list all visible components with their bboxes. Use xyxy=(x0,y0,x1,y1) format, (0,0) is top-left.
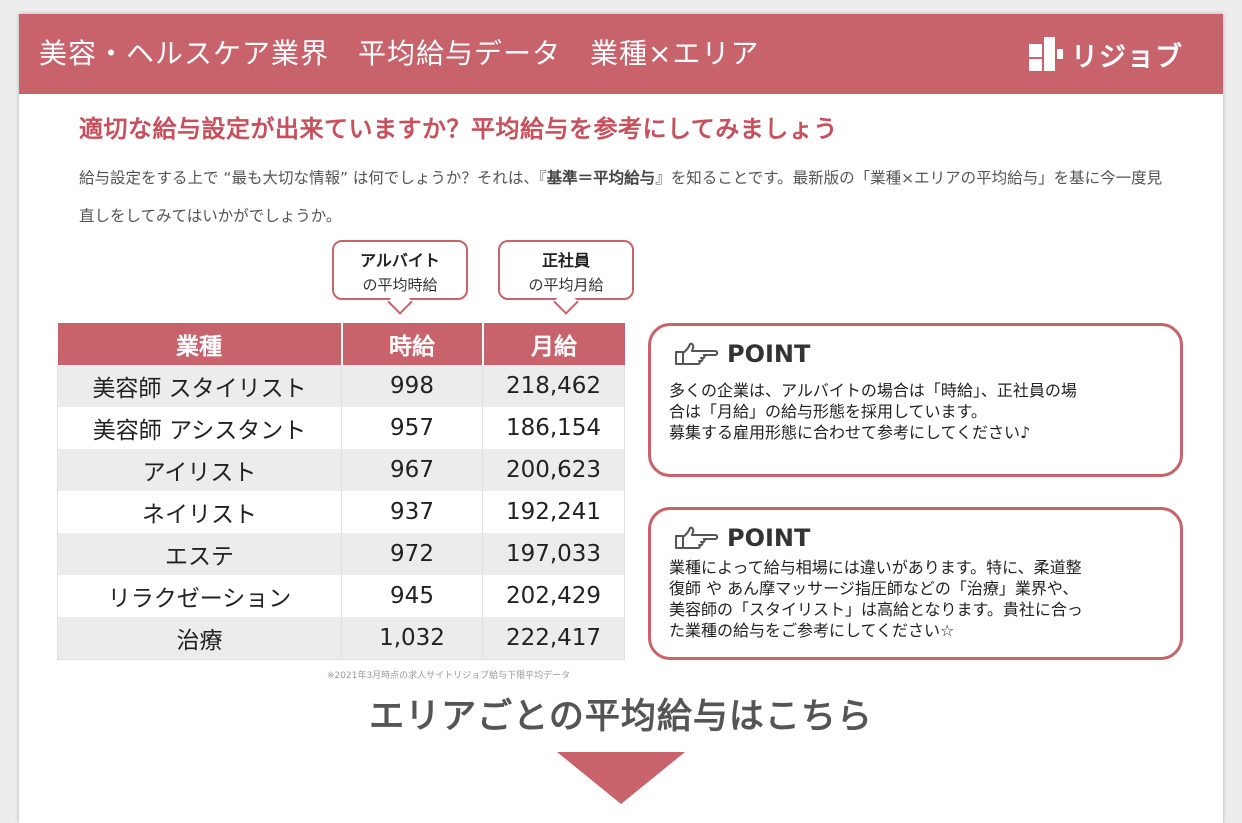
table-row: ネイリスト 937 192,241 xyxy=(57,491,625,533)
table-row: エステ 972 197,033 xyxy=(57,533,625,575)
point-title: POINT xyxy=(727,524,811,552)
full-time-callout-sub: の平均月給 xyxy=(528,276,604,294)
header-bar: 美容・ヘルスケア業界 平均給与データ 業種×エリア リジョブ xyxy=(19,14,1223,94)
monthly-cell: 218,462 xyxy=(482,365,625,407)
rejob-logo: リジョブ xyxy=(1029,34,1183,74)
header-hourly: 時給 xyxy=(341,323,484,365)
point-heading: POINT xyxy=(673,340,810,368)
down-arrow-icon[interactable] xyxy=(557,752,685,804)
header-monthly: 月給 xyxy=(482,323,625,365)
industry-cell: アイリスト xyxy=(57,449,342,491)
hourly-cell: 937 xyxy=(341,491,483,533)
point-line: た業種の給与をご参考にしてください☆ xyxy=(669,621,955,640)
point-text: 業種によって給与相場には違いがあります。特に、柔道整 復師 や あん摩マッサージ… xyxy=(669,557,1174,641)
table-header-row: 業種 時給 月給 xyxy=(57,323,625,365)
hourly-cell: 967 xyxy=(341,449,483,491)
page-title: 美容・ヘルスケア業界 平均給与データ 業種×エリア xyxy=(39,37,760,70)
logo-mark-icon xyxy=(1029,37,1063,71)
full-time-callout: 正社員 の平均月給 xyxy=(498,240,634,315)
point-heading: POINT xyxy=(673,524,810,552)
industry-cell: 美容師 アシスタント xyxy=(57,407,342,449)
area-section-title: エリアごとの平均給与はこちら xyxy=(369,697,873,737)
table-row: アイリスト 967 200,623 xyxy=(57,449,625,491)
point-line: 業種によって給与相場には違いがあります。特に、柔道整 xyxy=(669,558,1082,577)
salary-table: 業種 時給 月給 美容師 スタイリスト 998 218,462 美容師 アシスタ… xyxy=(57,323,625,660)
table-row: 美容師 アシスタント 957 186,154 xyxy=(57,407,625,449)
industry-cell: エステ xyxy=(57,533,342,575)
monthly-cell: 192,241 xyxy=(482,491,625,533)
point-box-1: POINT 多くの企業は、アルバイトの場合は「時給」、正社員の場 合は「月給」の… xyxy=(648,323,1183,477)
section-subtitle: 適切な給与設定が出来ていますか？平均給与を参考にしてみましょう xyxy=(79,115,838,143)
hourly-cell: 945 xyxy=(341,575,483,617)
industry-cell: 美容師 スタイリスト xyxy=(57,365,342,407)
hourly-cell: 998 xyxy=(341,365,483,407)
monthly-cell: 200,623 xyxy=(482,449,625,491)
point-line: 合は「月給」の給与形態を採用しています。 xyxy=(669,402,987,421)
point-text: 多くの企業は、アルバイトの場合は「時給」、正社員の場 合は「月給」の給与形態を採… xyxy=(669,380,1174,443)
intro-paragraph: 給与設定をする上で “最も大切な情報” は何でしょうか？それは、『基準＝平均給与… xyxy=(79,159,1169,235)
pointing-hand-icon xyxy=(675,526,719,549)
table-row: 美容師 スタイリスト 998 218,462 xyxy=(57,365,625,407)
monthly-cell: 222,417 xyxy=(482,617,625,660)
table-row: 治療 1,032 222,417 xyxy=(57,617,625,660)
slide-page: 美容・ヘルスケア業界 平均給与データ 業種×エリア リジョブ 適切な給与設定が出… xyxy=(19,14,1223,823)
point-box-2: POINT 業種によって給与相場には違いがあります。特に、柔道整 復師 や あん… xyxy=(648,507,1183,660)
hourly-cell: 957 xyxy=(341,407,483,449)
industry-cell: 治療 xyxy=(57,617,342,660)
point-line: 美容師の「スタイリスト」は高給となります。貴社に合っ xyxy=(669,600,1083,619)
header-industry: 業種 xyxy=(57,323,343,365)
part-time-callout-title: アルバイト xyxy=(360,251,440,270)
monthly-cell: 197,033 xyxy=(482,533,625,575)
full-time-callout-title: 正社員 xyxy=(541,251,590,270)
point-line: 募集する雇用形態に合わせて参考にしてください♪ xyxy=(669,423,1031,442)
intro-text-1: 給与設定をする上で “最も大切な情報” は何でしょうか？それは、『 xyxy=(79,169,547,187)
intro-bold: 基準＝平均給与 xyxy=(546,169,656,187)
point-line: 復師 や あん摩マッサージ指圧師などの「治療」業界や、 xyxy=(669,579,1079,598)
data-source-note: ※2021年3月時点の求人サイトリジョブ給与下限平均データ xyxy=(327,671,571,681)
point-line: 多くの企業は、アルバイトの場合は「時給」、正社員の場 xyxy=(669,381,1077,400)
intro-text-2: 』を知ることです。最新版の「業種×エリアの平均給与」を基に今一度見直しをしてみて… xyxy=(79,169,1163,225)
part-time-callout-sub: の平均時給 xyxy=(362,276,438,294)
hourly-cell: 1,032 xyxy=(341,617,483,660)
point-title: POINT xyxy=(727,340,811,368)
monthly-cell: 202,429 xyxy=(482,575,625,617)
industry-cell: ネイリスト xyxy=(57,491,342,533)
monthly-cell: 186,154 xyxy=(482,407,625,449)
hourly-cell: 972 xyxy=(341,533,483,575)
logo-text: リジョブ xyxy=(1071,41,1183,73)
part-time-callout: アルバイト の平均時給 xyxy=(332,240,468,315)
pointing-hand-icon xyxy=(675,342,719,365)
industry-cell: リラクゼーション xyxy=(57,575,342,617)
table-row: リラクゼーション 945 202,429 xyxy=(57,575,625,617)
